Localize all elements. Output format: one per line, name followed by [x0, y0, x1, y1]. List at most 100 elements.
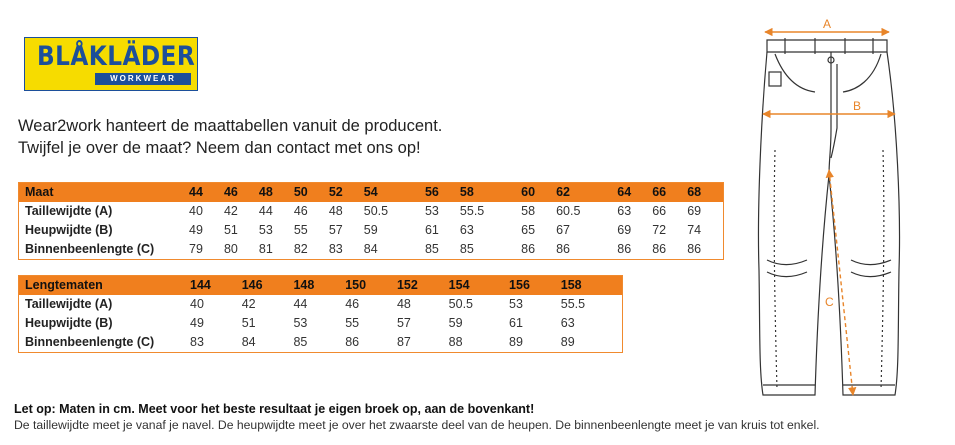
table-row: Heupwijdte (B) 49 51 53 55 57 59 61 63 — [19, 314, 623, 333]
header-size: 46 — [223, 182, 259, 202]
table-row: Taillewijdte (A) 40 42 44 46 48 50.5 53 55.5 — [19, 295, 623, 314]
table-cell: 55.5 — [459, 204, 485, 218]
logo-brand: BLÅKLÄDER — [37, 41, 196, 72]
table-cell: 57 — [328, 223, 343, 237]
row-label: Heupwijdte (B) — [25, 316, 113, 330]
table-cell: 86 — [521, 242, 536, 256]
table-cell: 53 — [258, 223, 273, 237]
table-cell: 79 — [189, 242, 203, 256]
table-cell: 69 — [687, 204, 702, 218]
note-normal: De taillewijdte meet je vanaf je navel. … — [14, 418, 820, 432]
table-cell: 50.5 — [448, 297, 474, 311]
header-size: 60 — [521, 182, 557, 202]
intro-line-2: Twijfel je over de maat? Neem dan contac… — [18, 139, 421, 157]
table-cell: 66 — [652, 204, 667, 218]
table-cell: 46 — [345, 297, 360, 311]
table-cell: 55 — [293, 223, 308, 237]
table-cell: 69 — [617, 223, 632, 237]
size-table: Maat 44 46 48 50 52 54 56 58 60 62 64 66 68 Taillewijd… — [18, 182, 724, 260]
trousers-outline — [757, 38, 901, 396]
table-cell: 84 — [241, 335, 256, 349]
table-cell: 63 — [617, 204, 632, 218]
table-cell: 49 — [190, 316, 204, 330]
row-label: Binnenbeenlengte (C) — [25, 335, 155, 349]
table-cell: 51 — [241, 316, 256, 330]
table-cell: 55 — [345, 316, 360, 330]
header-size: 146 — [241, 275, 294, 295]
table-cell: 53 — [424, 204, 439, 218]
table-cell: 50.5 — [363, 204, 389, 218]
table-cell: 61 — [509, 316, 523, 330]
table-cell: 63 — [459, 223, 474, 237]
table-cell: 42 — [223, 204, 238, 218]
header-size: 56 — [424, 182, 460, 202]
table-cell: 74 — [687, 223, 702, 237]
table-cell: 61 — [424, 223, 439, 237]
table-cell: 88 — [448, 335, 463, 349]
trousers-measurement-figure: A B C — [757, 17, 901, 396]
header-size: 64 — [617, 182, 653, 202]
header-size: 156 — [509, 275, 561, 295]
table-cell: 80 — [223, 242, 238, 256]
header-size: 144 — [190, 275, 242, 295]
table-cell: 81 — [258, 242, 273, 256]
table-cell: 84 — [363, 242, 378, 256]
table-cell: 86 — [687, 242, 702, 256]
table-cell: 46 — [293, 204, 308, 218]
header-size: 66 — [652, 182, 688, 202]
table-cell: 85 — [459, 242, 474, 256]
table-cell: 57 — [396, 316, 411, 330]
header-size: 150 — [345, 275, 397, 295]
label-b: B — [853, 99, 861, 113]
table-cell: 53 — [509, 297, 523, 311]
table-cell: 53 — [293, 316, 308, 330]
table-row: Heupwijdte (B) 49 51 53 55 57 59 61 63 65 67 69 72 74 — [19, 221, 724, 240]
length-size-table: Lengtematen 144 146 148 150 152 154 156 158 Taill… — [18, 275, 623, 353]
header-size: 148 — [293, 275, 346, 295]
table-cell: 86 — [617, 242, 632, 256]
logo-sub: WORKWEAR — [95, 73, 191, 85]
table-cell: 40 — [189, 204, 203, 218]
table-cell: 67 — [556, 223, 570, 237]
table-header-row: Lengtematen 144 146 148 150 152 154 156 158 — [18, 275, 623, 295]
measurement-note: Let op: Maten in cm. Meet voor het beste… — [14, 401, 820, 433]
table-row: Taillewijdte (A) 40 42 44 46 48 50.5 53 55.5 58 60… — [19, 202, 724, 221]
table-cell: 65 — [521, 223, 536, 237]
header-size: 52 — [328, 182, 364, 202]
table-cell: 59 — [448, 316, 463, 330]
row-label: Binnenbeenlengte (C) — [25, 242, 155, 256]
table-cell: 51 — [223, 223, 238, 237]
header-size: 58 — [459, 182, 522, 202]
table-cell: 86 — [652, 242, 667, 256]
header-size: 48 — [258, 182, 294, 202]
header-size: 68 — [687, 182, 724, 202]
table-cell: 42 — [241, 297, 256, 311]
table-cell: 87 — [396, 335, 411, 349]
header-size: 44 — [189, 182, 224, 202]
table-cell: 85 — [424, 242, 439, 256]
table-cell: 59 — [363, 223, 378, 237]
table-cell: 82 — [293, 242, 308, 256]
label-a: A — [823, 17, 831, 31]
table-cell: 44 — [293, 297, 308, 311]
table-cell: 72 — [652, 223, 667, 237]
table-header-row: Maat 44 46 48 50 52 54 56 58 60 62 64 66 68 — [18, 182, 724, 202]
table-cell: 60.5 — [556, 204, 581, 218]
table-cell: 48 — [328, 204, 343, 218]
table-row: Binnenbeenlengte (C) 83 84 85 86 87 88 89 89 — [19, 333, 623, 353]
table-cell: 89 — [509, 335, 523, 349]
table-cell: 83 — [190, 335, 204, 349]
row-label: Taillewijdte (A) — [25, 297, 113, 311]
table-cell: 55.5 — [560, 297, 586, 311]
label-c: C — [825, 295, 834, 309]
header-label: Maat — [18, 182, 189, 202]
table-cell: 86 — [345, 335, 360, 349]
table-row: Binnenbeenlengte (C) 79 80 81 82 83 84 85 85 86 86… — [19, 240, 724, 260]
header-size: 158 — [560, 275, 623, 295]
table-cell: 86 — [556, 242, 570, 256]
intro-text: Wear2work hanteert de maattabellen vanui… — [18, 115, 442, 159]
row-label: Heupwijdte (B) — [25, 223, 113, 237]
table-cell: 44 — [258, 204, 273, 218]
table-cell: 58 — [521, 204, 536, 218]
measurement-lines — [762, 27, 896, 396]
